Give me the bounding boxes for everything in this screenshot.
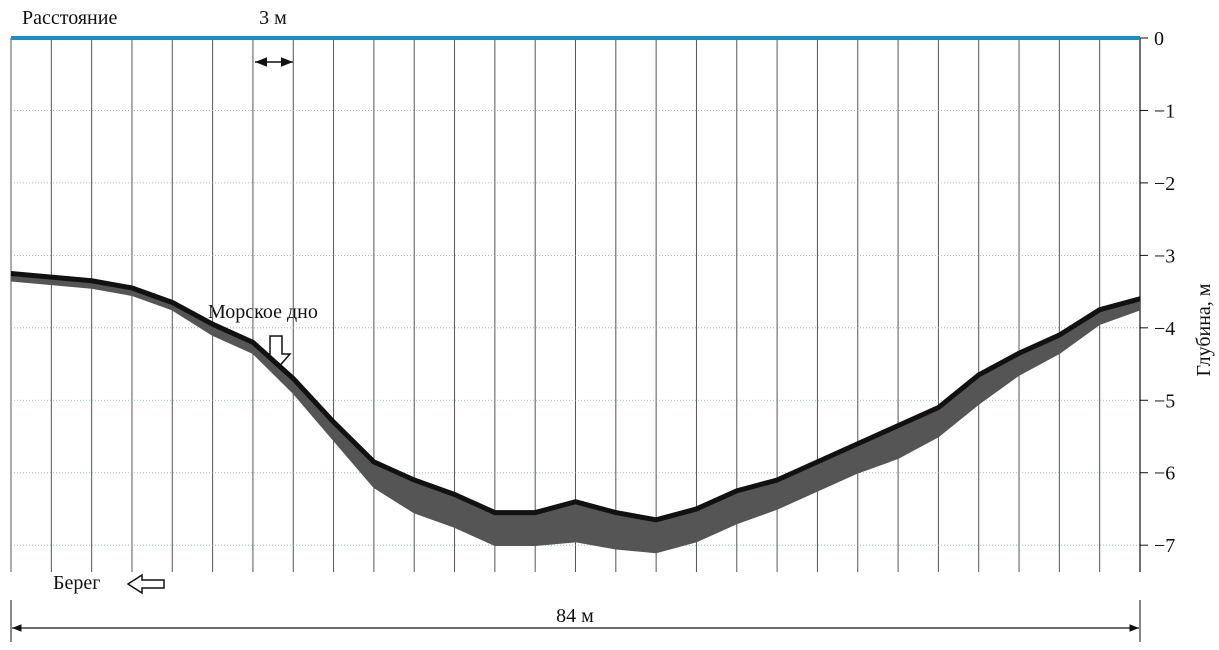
x-label: Расстояние [22,7,117,29]
width-label: 84 м [556,605,594,627]
y-tick-label: −2 [1154,173,1175,195]
annotation: Морское дно [208,301,318,323]
scale-label: 3 м [259,7,287,29]
echo-band [1019,335,1059,375]
y-tick-label: −7 [1154,535,1175,557]
chart: Расстояние 3 м Морское дно Берег 84 м Гл… [0,0,1219,645]
y-label: Глубина, м [1193,283,1215,376]
y-tick-label: −1 [1154,100,1175,122]
y-tick-label: −6 [1154,463,1175,485]
y-tick-label: −5 [1154,390,1175,412]
y-tick-label: −4 [1154,318,1175,340]
echo-band [495,513,535,546]
shore-label: Берег [53,572,100,594]
shore-arrow [128,575,164,593]
y-tick-label: −3 [1154,245,1175,267]
y-tick-label: 0 [1154,28,1164,50]
